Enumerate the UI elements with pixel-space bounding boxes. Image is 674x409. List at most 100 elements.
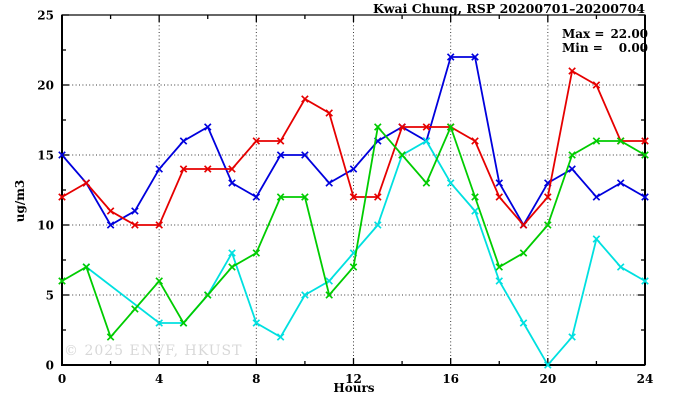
x-tick-label: 4 (155, 372, 163, 386)
min-label: Min = (562, 41, 603, 55)
x-tick-label: 0 (58, 372, 66, 386)
marker-cyan (228, 249, 236, 257)
marker-blue (155, 165, 164, 173)
marker-cyan (568, 333, 576, 341)
gridlines (62, 15, 645, 365)
marker-blue (349, 165, 358, 173)
marker-red (301, 95, 309, 103)
series-cyan (82, 137, 649, 369)
marker-green (252, 249, 261, 257)
marker-blue (495, 179, 504, 187)
marker-red (106, 207, 115, 215)
marker-cyan (519, 319, 528, 327)
marker-cyan (592, 235, 601, 243)
y-tick-label: 20 (37, 79, 54, 93)
marker-red (179, 165, 188, 173)
marker-green (471, 193, 479, 201)
marker-blue (203, 123, 212, 131)
marker-green (543, 221, 552, 229)
marker-green (58, 277, 66, 285)
marker-cyan (616, 263, 625, 271)
marker-red (58, 193, 66, 201)
watermark: © 2025 ENVF, HKUST (64, 343, 243, 359)
marker-green (203, 291, 212, 299)
x-tick-label: 24 (637, 372, 654, 386)
min-value: 0.00 (618, 41, 649, 55)
marker-green (349, 263, 358, 271)
y-tick-label: 5 (46, 289, 54, 303)
marker-red (641, 137, 649, 145)
y-axis-label: ug/m3 (13, 179, 27, 223)
series-green (58, 123, 649, 341)
marker-green (568, 151, 576, 159)
x-tick-label: 8 (252, 372, 260, 386)
marker-red (155, 221, 164, 229)
x-tick-label: 12 (345, 372, 362, 386)
marker-red (325, 109, 334, 117)
axis-ticks (61, 14, 646, 366)
marker-green (276, 193, 285, 201)
marker-red (228, 165, 236, 173)
marker-green (131, 305, 139, 313)
marker-red (422, 123, 431, 131)
series-red (58, 67, 649, 229)
marker-blue (228, 179, 236, 187)
marker-red (398, 123, 406, 131)
marker-green (228, 263, 236, 271)
marker-green (616, 137, 625, 145)
y-tick-label: 15 (37, 149, 54, 163)
marker-red (543, 193, 552, 201)
marker-green (495, 263, 504, 271)
marker-green (446, 123, 455, 131)
marker-cyan (373, 221, 382, 229)
marker-blue (58, 151, 66, 159)
marker-blue (252, 193, 261, 201)
marker-blue (131, 207, 139, 215)
marker-green (179, 319, 188, 327)
marker-blue (301, 151, 309, 159)
marker-blue (616, 179, 625, 187)
marker-cyan (301, 291, 309, 299)
plot-frame (61, 14, 646, 366)
marker-red (252, 137, 261, 145)
marker-red (568, 67, 576, 75)
marker-green (422, 179, 431, 187)
marker-cyan (641, 277, 649, 285)
marker-blue (592, 193, 601, 201)
marker-blue (179, 137, 188, 145)
marker-green (373, 123, 382, 131)
marker-blue (568, 165, 576, 173)
marker-red (373, 193, 382, 201)
marker-blue (446, 53, 455, 61)
marker-green (398, 151, 406, 159)
y-tick-label: 0 (46, 359, 54, 373)
x-tick-label: 16 (442, 372, 459, 386)
stats-box: Max = 22.00 Min = 0.00 (562, 27, 648, 55)
marker-blue (471, 53, 479, 61)
marker-green (82, 263, 91, 271)
marker-green (641, 151, 649, 159)
marker-green (106, 333, 115, 341)
marker-red (82, 179, 91, 187)
marker-cyan (252, 319, 261, 327)
marker-red (203, 165, 212, 173)
marker-green (325, 291, 334, 299)
marker-red (131, 221, 139, 229)
marker-blue (276, 151, 285, 159)
y-tick-label: 25 (37, 9, 54, 23)
marker-red (495, 193, 504, 201)
x-tick-label: 20 (539, 372, 556, 386)
tick-labels: 0 5 10 15 20 25 0 4 8 12 16 20 24 (37, 9, 653, 387)
marker-cyan (276, 333, 285, 341)
marker-green (592, 137, 601, 145)
marker-blue (325, 179, 334, 187)
marker-cyan (446, 179, 455, 187)
marker-cyan (422, 137, 431, 145)
marker-cyan (155, 319, 164, 327)
marker-red (519, 221, 528, 229)
marker-red (349, 193, 358, 201)
series-line-cyan (85, 139, 646, 367)
chart-title: Kwai Chung, RSP 20200701–20200704 (372, 1, 645, 16)
